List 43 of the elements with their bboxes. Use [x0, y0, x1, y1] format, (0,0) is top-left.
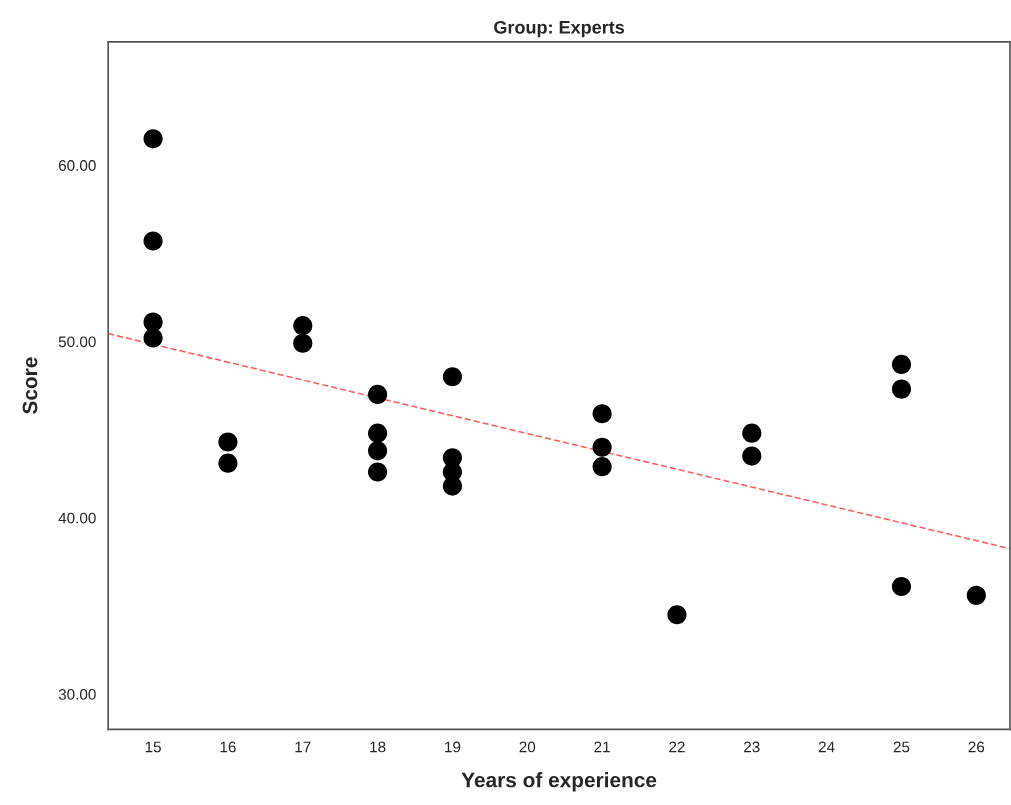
point: [891, 576, 912, 597]
point: [891, 379, 912, 399]
x-axis-title: Years of experience: [461, 772, 657, 792]
x-tick-label: 19: [445, 741, 461, 753]
point: [293, 316, 313, 336]
y-tick-label: 60.00: [58, 160, 96, 171]
point: [143, 312, 163, 332]
y-axis-title: Score: [22, 357, 38, 414]
chart-title: Group: Experts: [494, 20, 625, 38]
point: [368, 423, 388, 443]
point: [592, 457, 612, 477]
x-tick-label: 24: [818, 741, 835, 753]
point: [368, 384, 388, 404]
point: [218, 453, 238, 473]
x-tick-label: 23: [744, 741, 760, 753]
x-tick-label: 15: [145, 741, 161, 753]
point: [442, 476, 463, 496]
point: [368, 441, 388, 461]
point: [218, 432, 238, 452]
x-tick-label: 21: [594, 741, 610, 753]
x-tick-label: 18: [370, 741, 386, 753]
point: [667, 605, 687, 625]
point: [368, 462, 388, 482]
x-tick-label: 22: [669, 741, 685, 753]
point: [143, 129, 163, 149]
point: [293, 333, 313, 353]
point: [592, 404, 612, 424]
point: [742, 446, 762, 466]
x-tick-label: 17: [295, 741, 311, 753]
x-tick-label: 16: [220, 741, 236, 753]
x-tick-label: 20: [519, 741, 536, 753]
x-tick-label: 25: [893, 741, 910, 753]
point: [742, 423, 762, 443]
point: [592, 437, 612, 457]
point: [143, 328, 163, 348]
point: [442, 367, 463, 387]
y-tick-label: 30.00: [58, 688, 96, 700]
point: [891, 354, 912, 375]
point: [143, 231, 163, 251]
point: [966, 585, 986, 605]
x-tick-label: 26: [968, 741, 985, 753]
y-tick-label: 50.00: [58, 336, 96, 348]
y-tick-label: 40.00: [58, 512, 96, 524]
